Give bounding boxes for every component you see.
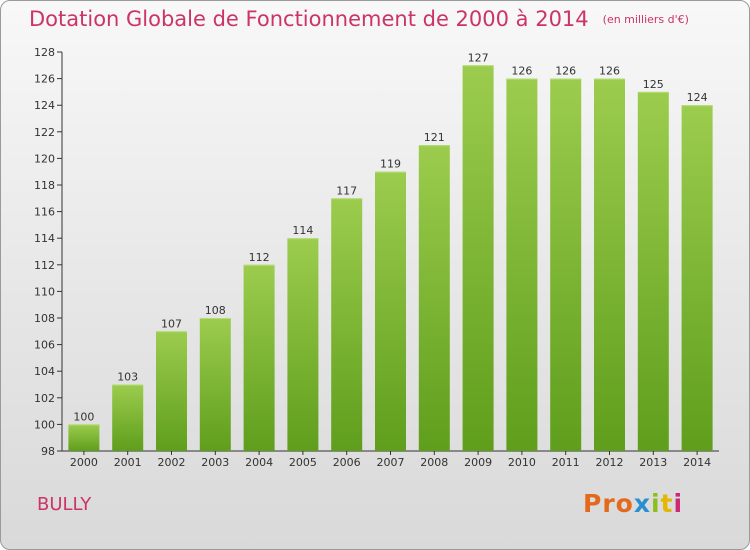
data-label: 119 bbox=[380, 158, 401, 171]
chart-unit: (en milliers d'€) bbox=[602, 13, 689, 26]
y-tick-label: 102 bbox=[34, 392, 55, 405]
y-tick-label: 98 bbox=[41, 445, 55, 458]
x-tick-label: 2001 bbox=[114, 456, 142, 469]
y-tick-label: 120 bbox=[34, 152, 55, 165]
data-label: 112 bbox=[249, 251, 270, 264]
bar bbox=[681, 105, 713, 451]
data-label: 124 bbox=[687, 91, 708, 104]
y-tick-label: 124 bbox=[34, 99, 55, 112]
data-label: 117 bbox=[336, 184, 357, 197]
bar bbox=[550, 78, 582, 451]
bar bbox=[156, 331, 187, 451]
bar bbox=[112, 384, 144, 451]
bar bbox=[243, 264, 275, 451]
bar bbox=[287, 238, 319, 451]
proxiti-logo[interactable]: Proxiti bbox=[583, 489, 684, 518]
x-tick-label: 2000 bbox=[70, 456, 98, 469]
chart-title: Dotation Globale de Fonctionnement de 20… bbox=[29, 7, 689, 31]
bar bbox=[462, 65, 494, 452]
y-tick-label: 118 bbox=[34, 179, 55, 192]
x-tick-label: 2004 bbox=[245, 456, 273, 469]
x-tick-label: 2005 bbox=[289, 456, 317, 469]
y-tick-label: 112 bbox=[34, 259, 55, 272]
x-tick-label: 2003 bbox=[201, 456, 229, 469]
y-tick-label: 114 bbox=[34, 232, 55, 245]
data-label: 114 bbox=[292, 224, 313, 237]
x-tick-label: 2010 bbox=[508, 456, 536, 469]
bar bbox=[506, 78, 538, 451]
bar bbox=[594, 78, 625, 451]
bar bbox=[331, 198, 363, 451]
bar bbox=[375, 171, 406, 451]
x-tick-label: 2013 bbox=[639, 456, 667, 469]
data-label: 100 bbox=[73, 410, 94, 423]
data-label: 126 bbox=[511, 65, 532, 78]
bar bbox=[418, 145, 450, 451]
x-tick-label: 2014 bbox=[683, 456, 711, 469]
y-tick-label: 108 bbox=[34, 312, 55, 325]
y-tick-label: 116 bbox=[34, 206, 55, 219]
commune-name: BULLY bbox=[37, 494, 92, 515]
x-tick-label: 2002 bbox=[158, 456, 186, 469]
data-label: 103 bbox=[117, 371, 138, 384]
y-tick-label: 110 bbox=[34, 285, 55, 298]
x-tick-label: 2011 bbox=[552, 456, 580, 469]
y-tick-label: 104 bbox=[34, 365, 55, 378]
bar bbox=[68, 424, 100, 451]
x-tick-label: 2012 bbox=[596, 456, 624, 469]
data-label: 108 bbox=[205, 304, 226, 317]
x-tick-label: 2006 bbox=[333, 456, 361, 469]
data-label: 126 bbox=[555, 65, 576, 78]
bar bbox=[637, 91, 669, 452]
chart-title-text: Dotation Globale de Fonctionnement de 20… bbox=[29, 7, 589, 31]
y-tick-label: 126 bbox=[34, 73, 55, 86]
y-tick-label: 122 bbox=[34, 126, 55, 139]
data-label: 127 bbox=[468, 51, 489, 64]
x-tick-label: 2007 bbox=[377, 456, 405, 469]
y-tick-label: 106 bbox=[34, 339, 55, 352]
y-tick-label: 100 bbox=[34, 418, 55, 431]
bar bbox=[199, 318, 231, 451]
data-label: 125 bbox=[643, 78, 664, 91]
x-tick-label: 2009 bbox=[464, 456, 492, 469]
data-label: 107 bbox=[161, 317, 182, 330]
x-tick-label: 2008 bbox=[420, 456, 448, 469]
data-label: 121 bbox=[424, 131, 445, 144]
y-tick-label: 128 bbox=[34, 46, 55, 59]
data-label: 126 bbox=[599, 65, 620, 78]
